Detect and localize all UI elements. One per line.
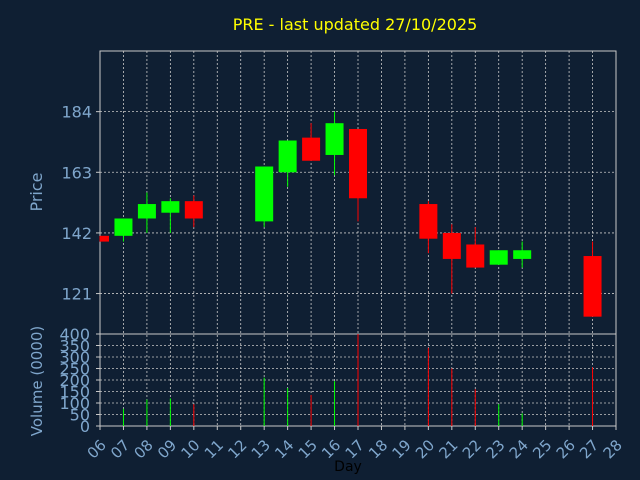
volume-tick-label: 250 [59, 360, 90, 379]
candle-body [137, 204, 156, 219]
chart-title: PRE - last updated 27/10/2025 [233, 15, 478, 34]
candle-body [114, 218, 133, 236]
volume-tick-label: 100 [59, 394, 90, 413]
candle-body [302, 137, 321, 161]
x-tick-label: 07 [107, 436, 133, 462]
candle-body [325, 123, 344, 155]
candle-body [513, 250, 532, 259]
candle-body [278, 140, 297, 173]
price-tick-label: 121 [61, 285, 92, 304]
candle-body [442, 232, 461, 259]
x-tick-label: 06 [84, 436, 110, 462]
x-tick-label: 25 [529, 436, 555, 462]
candle-body [100, 235, 109, 242]
volume-tick-label: 400 [59, 325, 90, 344]
volume-tick-label: 300 [59, 348, 90, 367]
x-tick-label: 27 [576, 436, 602, 462]
volume-bars [122, 334, 594, 426]
volume-tick-label: 50 [70, 406, 90, 425]
x-tick-label: 20 [412, 436, 438, 462]
x-tick-label: 11 [201, 436, 227, 462]
x-tick-label: 08 [131, 436, 157, 462]
x-axis-label: Day [334, 459, 362, 475]
candle-body [489, 250, 508, 265]
x-tick-label: 12 [224, 436, 250, 462]
x-tick-label: 09 [154, 436, 180, 462]
candle-body [161, 201, 180, 213]
volume-tick-label: 150 [59, 383, 90, 402]
x-tick-label: 19 [389, 436, 415, 462]
candle-body [466, 244, 485, 268]
x-tick-label: 14 [271, 436, 297, 462]
x-tick-label: 24 [506, 436, 532, 462]
volume-tick-label: 350 [59, 337, 90, 356]
x-tick-label: 13 [248, 436, 274, 462]
candle-body [349, 128, 367, 199]
x-tick-label: 23 [482, 436, 508, 462]
x-tick-label: 28 [600, 436, 626, 462]
candle-body [583, 256, 602, 317]
volume-tick-label: 0 [80, 417, 90, 436]
x-tick-label: 10 [177, 436, 203, 462]
candle-body [255, 166, 274, 222]
candle-body [419, 204, 438, 239]
x-tick-label: 22 [459, 436, 485, 462]
candles [99, 111, 602, 317]
x-tick-label: 15 [295, 436, 321, 462]
price-tick-label: 142 [61, 224, 92, 243]
x-tick-label: 26 [553, 436, 579, 462]
x-tick-label: 21 [435, 436, 461, 462]
price-tick-label: 184 [61, 103, 92, 122]
x-tick-label: 18 [365, 436, 391, 462]
price-tick-label: 163 [61, 163, 92, 182]
volume-axis-label: Volume (0000) [28, 326, 46, 436]
x-tick-labels: 0607080910111213141516171819202122232425… [84, 426, 626, 462]
grid-lines [100, 51, 616, 426]
volume-tick-label: 200 [59, 371, 90, 390]
price-axis-label: Price [27, 172, 46, 211]
candle-body [184, 201, 203, 219]
